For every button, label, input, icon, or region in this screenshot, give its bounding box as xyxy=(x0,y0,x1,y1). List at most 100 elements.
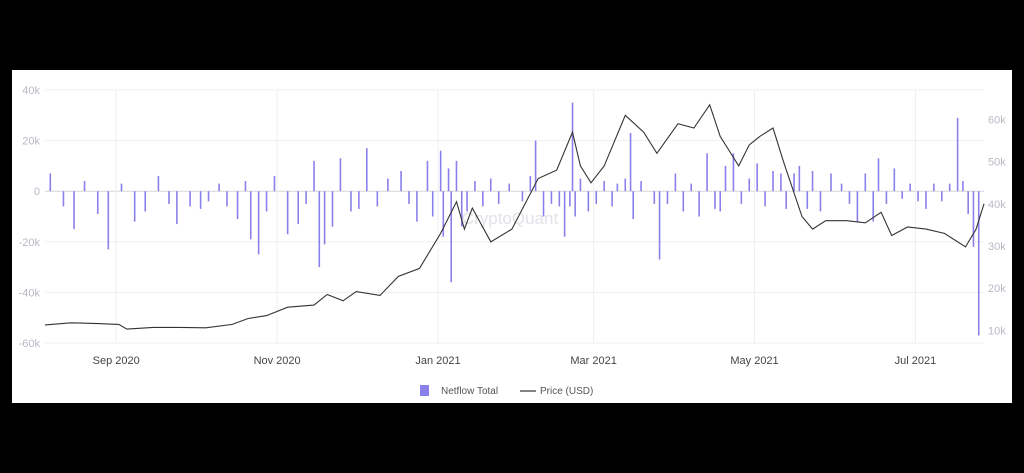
netflow-bar xyxy=(558,191,561,207)
netflow-bar xyxy=(658,191,661,260)
netflow-bar xyxy=(595,191,598,204)
right-tick-label: 20k xyxy=(988,283,1006,295)
netflow-bar xyxy=(830,173,832,192)
netflow-bar xyxy=(925,191,927,209)
netflow-bar xyxy=(956,117,959,192)
netflow-bar xyxy=(542,191,545,217)
netflow-bar xyxy=(640,181,642,192)
netflow-bar xyxy=(611,191,613,207)
netflow-bar xyxy=(157,176,160,192)
netflow-bar xyxy=(62,191,65,207)
netflow-bar xyxy=(236,191,239,220)
x-tick-label: Jul 2021 xyxy=(895,355,937,367)
grid-lines xyxy=(45,89,984,344)
netflow-bar xyxy=(207,191,210,202)
netflow-bar xyxy=(489,178,492,192)
x-tick-label: Jan 2021 xyxy=(415,355,460,367)
netflow-bar xyxy=(189,191,191,207)
right-tick-label: 10k xyxy=(988,325,1006,337)
right-tick-label: 60k xyxy=(988,115,1006,127)
legend-price-label: Price (USD) xyxy=(540,386,593,397)
netflow-bar xyxy=(811,170,814,192)
netflow-bar xyxy=(508,183,511,192)
netflow-bar xyxy=(474,181,476,192)
netflow-bar xyxy=(318,191,321,268)
netflow-bar xyxy=(466,191,468,212)
netflow-bar xyxy=(603,181,605,192)
netflow-bar xyxy=(350,191,352,212)
netflow-bar xyxy=(450,191,452,283)
netflow-bar xyxy=(740,191,743,204)
netflow-bar xyxy=(305,191,307,204)
left-tick-label: 20k xyxy=(22,136,40,148)
netflow-bar xyxy=(73,191,75,230)
legend: Netflow Total Price (USD) xyxy=(420,385,593,397)
left-tick-label: 40k xyxy=(22,85,40,97)
netflow-bar xyxy=(529,176,532,192)
netflow-bar xyxy=(439,150,442,192)
left-tick-label: -20k xyxy=(19,237,41,249)
left-tick-label: -40k xyxy=(19,287,41,299)
price-line xyxy=(44,103,985,330)
chart-panel xyxy=(12,70,1012,403)
netflow-bar xyxy=(226,191,228,207)
right-tick-label: 30k xyxy=(988,241,1006,253)
netflow-bar xyxy=(442,191,445,237)
netflow-bar xyxy=(806,191,809,209)
netflow-bar xyxy=(616,183,619,192)
netflow-bar xyxy=(653,191,656,204)
netflow-bar xyxy=(199,191,202,209)
netflow-bar xyxy=(967,191,969,214)
netflow-bar xyxy=(962,181,964,192)
netflow-bar xyxy=(864,173,867,192)
netflow-bar xyxy=(780,173,782,192)
netflow-bar xyxy=(848,191,851,204)
netflow-bar xyxy=(107,191,110,250)
netflow-bar xyxy=(764,191,766,207)
x-tick-label: Mar 2021 xyxy=(570,355,616,367)
netflow-bar xyxy=(460,191,463,227)
netflow-bar xyxy=(690,183,693,192)
netflow-bar xyxy=(416,191,418,222)
netflow-bar xyxy=(666,191,669,204)
x-tick-label: May 2021 xyxy=(730,355,778,367)
netflow-bars xyxy=(49,102,980,336)
netflow-bar xyxy=(571,102,574,192)
netflow-bar xyxy=(297,191,300,225)
netflow-bar xyxy=(893,168,896,192)
netflow-bar xyxy=(909,183,911,192)
legend-netflow-swatch xyxy=(420,385,429,396)
netflow-bar xyxy=(244,181,247,192)
netflow-bar xyxy=(732,153,735,192)
x-tick-label: Nov 2020 xyxy=(254,355,301,367)
netflow-bar xyxy=(331,191,334,227)
netflow-bar xyxy=(785,191,787,209)
netflow-bar xyxy=(719,191,722,212)
netflow-bar xyxy=(550,191,553,204)
netflow-bar xyxy=(579,178,582,192)
netflow-bar xyxy=(49,173,52,192)
netflow-bar xyxy=(682,191,685,212)
netflow-bar xyxy=(940,191,943,202)
netflow-bar xyxy=(748,178,751,192)
netflow-bar xyxy=(885,191,888,204)
netflow-bar xyxy=(819,191,822,212)
netflow-bar xyxy=(83,181,86,192)
netflow-bar xyxy=(724,165,727,192)
netflow-bar xyxy=(426,160,429,192)
netflow-bar xyxy=(706,153,708,192)
x-tick-label: Sep 2020 xyxy=(93,355,140,367)
netflow-bar xyxy=(629,133,632,192)
netflow-bar xyxy=(563,191,566,237)
right-tick-label: 50k xyxy=(988,157,1006,169)
netflow-bar xyxy=(587,191,590,212)
netflow-bar xyxy=(286,191,289,235)
netflow-bar xyxy=(972,191,975,247)
netflow-bar xyxy=(877,158,880,192)
netflow-bar xyxy=(569,191,571,207)
netflow-bar xyxy=(323,191,326,245)
netflow-bar xyxy=(574,191,576,217)
netflow-bar xyxy=(977,191,980,336)
netflow-bar xyxy=(798,165,801,192)
netflow-bar xyxy=(901,191,904,199)
